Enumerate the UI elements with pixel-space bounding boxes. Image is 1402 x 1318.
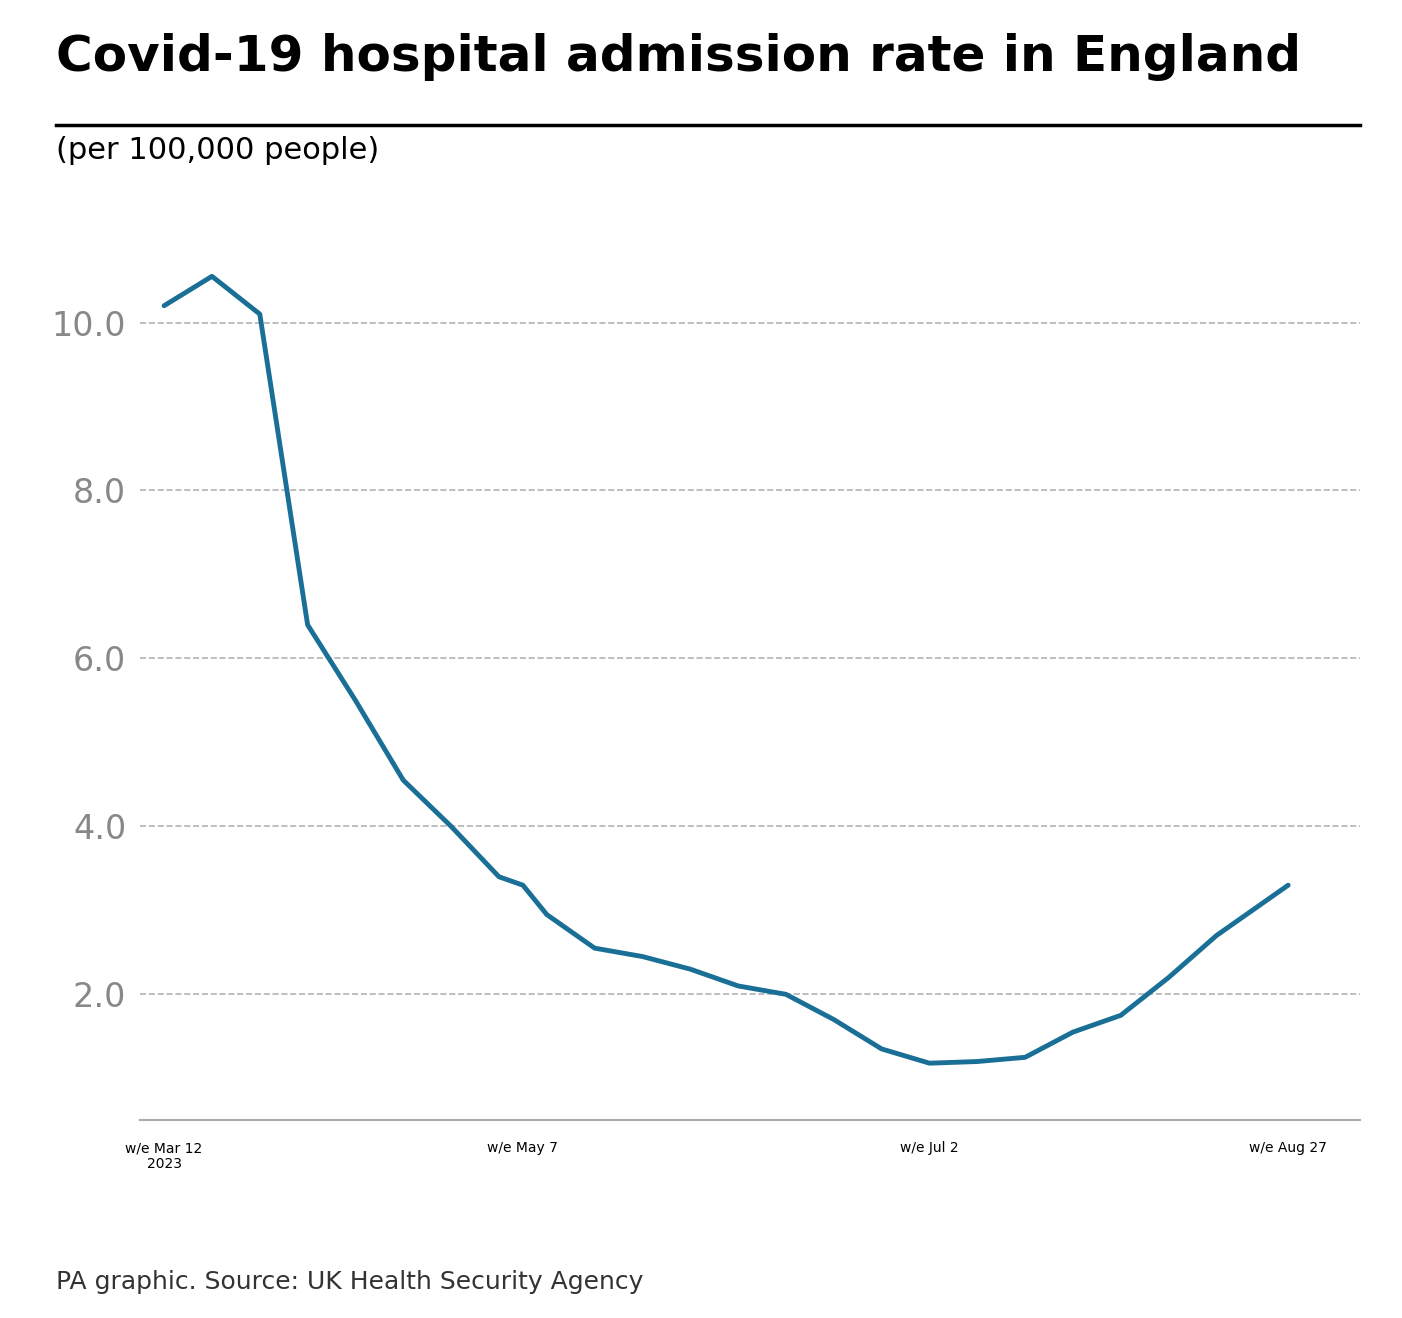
Text: (per 100,000 people): (per 100,000 people)	[56, 136, 380, 165]
Text: PA graphic. Source: UK Health Security Agency: PA graphic. Source: UK Health Security A…	[56, 1271, 644, 1294]
Text: Covid-19 hospital admission rate in England: Covid-19 hospital admission rate in Engl…	[56, 33, 1301, 80]
